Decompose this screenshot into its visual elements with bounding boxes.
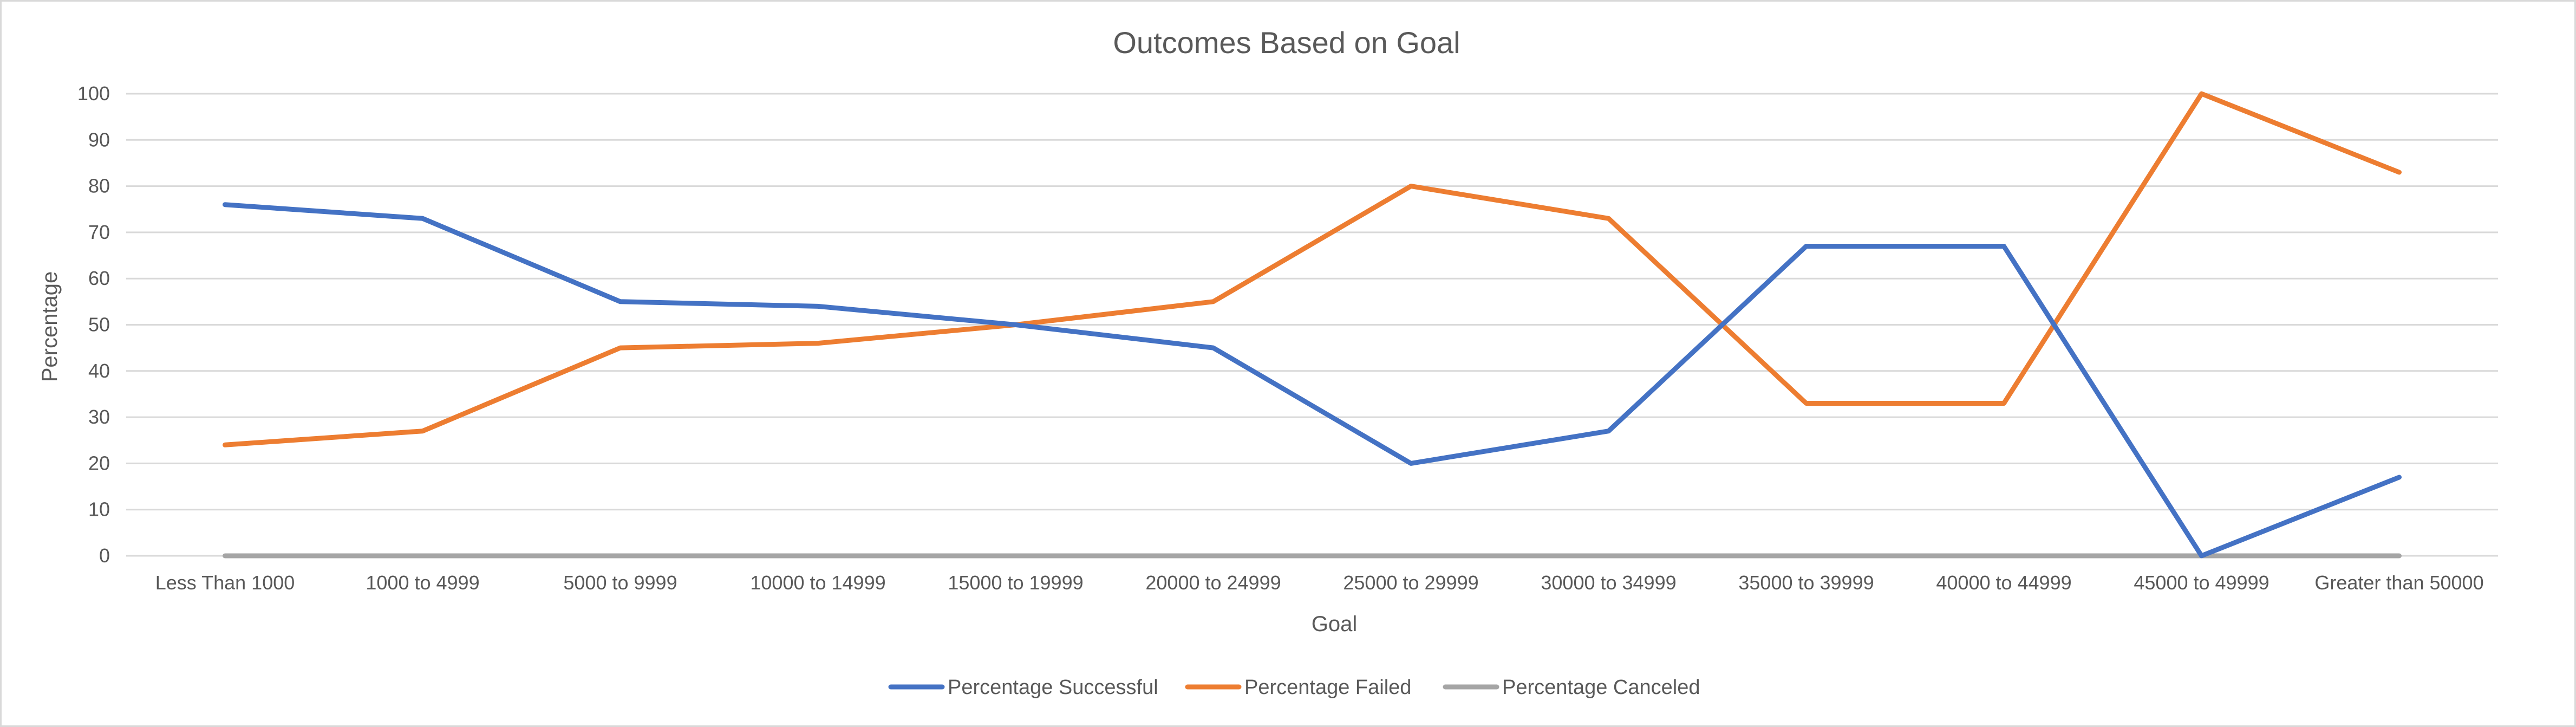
series-line-percentage-failed [223,91,2402,447]
y-tick-label: 40 [88,360,110,382]
x-axis-ticks: Less Than 1000 1000 to 4999 5000 to 9999 10… [155,572,2484,594]
y-tick-label: 10 [88,498,110,521]
y-axis-title: Percentage [38,271,62,382]
y-tick-label: 90 [88,128,110,151]
x-axis-title: Goal [1312,612,1358,636]
x-tick-label: 30000 to 34999 [1541,572,1676,594]
legend-label: Percentage Successful [948,676,1158,699]
legend-label: Percentage Canceled [1502,676,1700,699]
x-tick-label: 15000 to 19999 [948,572,1083,594]
x-tick-label: 5000 to 9999 [563,572,677,594]
y-tick-label: 60 [88,267,110,289]
y-tick-label: 70 [88,221,110,243]
x-tick-label: Less Than 1000 [155,572,295,594]
x-tick-label: 40000 to 44999 [1936,572,2071,594]
chart-title: Outcomes Based on Goal [1113,25,1460,60]
y-tick-label: 50 [88,314,110,336]
y-axis-ticks: 0 10 20 30 40 50 60 70 80 90 100 [77,82,110,567]
x-tick-label: 25000 to 29999 [1343,572,1478,594]
x-tick-label: 45000 to 49999 [2134,572,2269,594]
y-tick-label: 20 [88,452,110,474]
x-tick-label: 20000 to 24999 [1145,572,1281,594]
series-lines [223,91,2402,559]
x-tick-label: 35000 to 39999 [1738,572,1874,594]
legend: Percentage Successful Percentage Failed Pe… [888,676,1700,699]
y-tick-label: 0 [99,544,110,567]
y-tick-label: 30 [88,406,110,428]
x-tick-label: 10000 to 14999 [750,572,885,594]
series-line-percentage-successful [223,202,2402,559]
x-tick-label: Greater than 50000 [2314,572,2483,594]
x-tick-label: 1000 to 4999 [366,572,479,594]
legend-label: Percentage Failed [1244,676,1411,699]
gridlines [126,93,2498,557]
y-tick-label: 80 [88,175,110,197]
y-tick-label: 100 [77,82,110,105]
